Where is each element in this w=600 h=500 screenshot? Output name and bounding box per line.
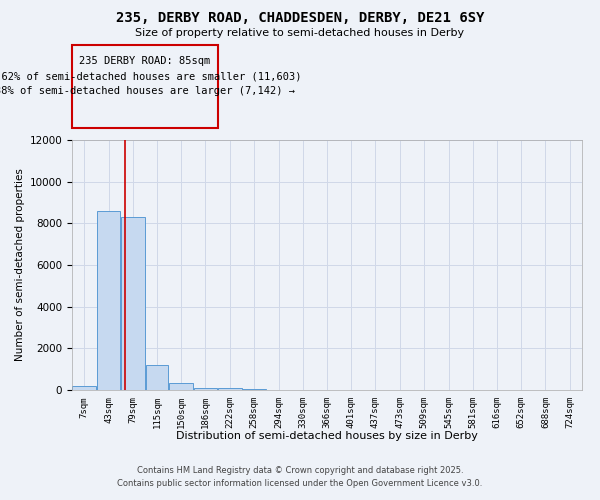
Text: ← 62% of semi-detached houses are smaller (11,603): ← 62% of semi-detached houses are smalle… <box>0 72 301 82</box>
Bar <box>121 217 145 390</box>
Text: Contains HM Land Registry data © Crown copyright and database right 2025.
Contai: Contains HM Land Registry data © Crown c… <box>118 466 482 487</box>
Bar <box>194 388 217 390</box>
Bar <box>169 382 193 390</box>
Text: 235, DERBY ROAD, CHADDESDEN, DERBY, DE21 6SY: 235, DERBY ROAD, CHADDESDEN, DERBY, DE21… <box>116 11 484 25</box>
Text: Size of property relative to semi-detached houses in Derby: Size of property relative to semi-detach… <box>136 28 464 38</box>
Text: 38% of semi-detached houses are larger (7,142) →: 38% of semi-detached houses are larger (… <box>0 86 295 97</box>
X-axis label: Distribution of semi-detached houses by size in Derby: Distribution of semi-detached houses by … <box>176 432 478 442</box>
Y-axis label: Number of semi-detached properties: Number of semi-detached properties <box>16 168 25 362</box>
Bar <box>97 211 121 390</box>
Bar <box>242 389 266 390</box>
Bar <box>218 388 242 390</box>
Bar <box>73 386 96 390</box>
Text: 235 DERBY ROAD: 85sqm: 235 DERBY ROAD: 85sqm <box>79 56 211 66</box>
Bar <box>146 365 169 390</box>
